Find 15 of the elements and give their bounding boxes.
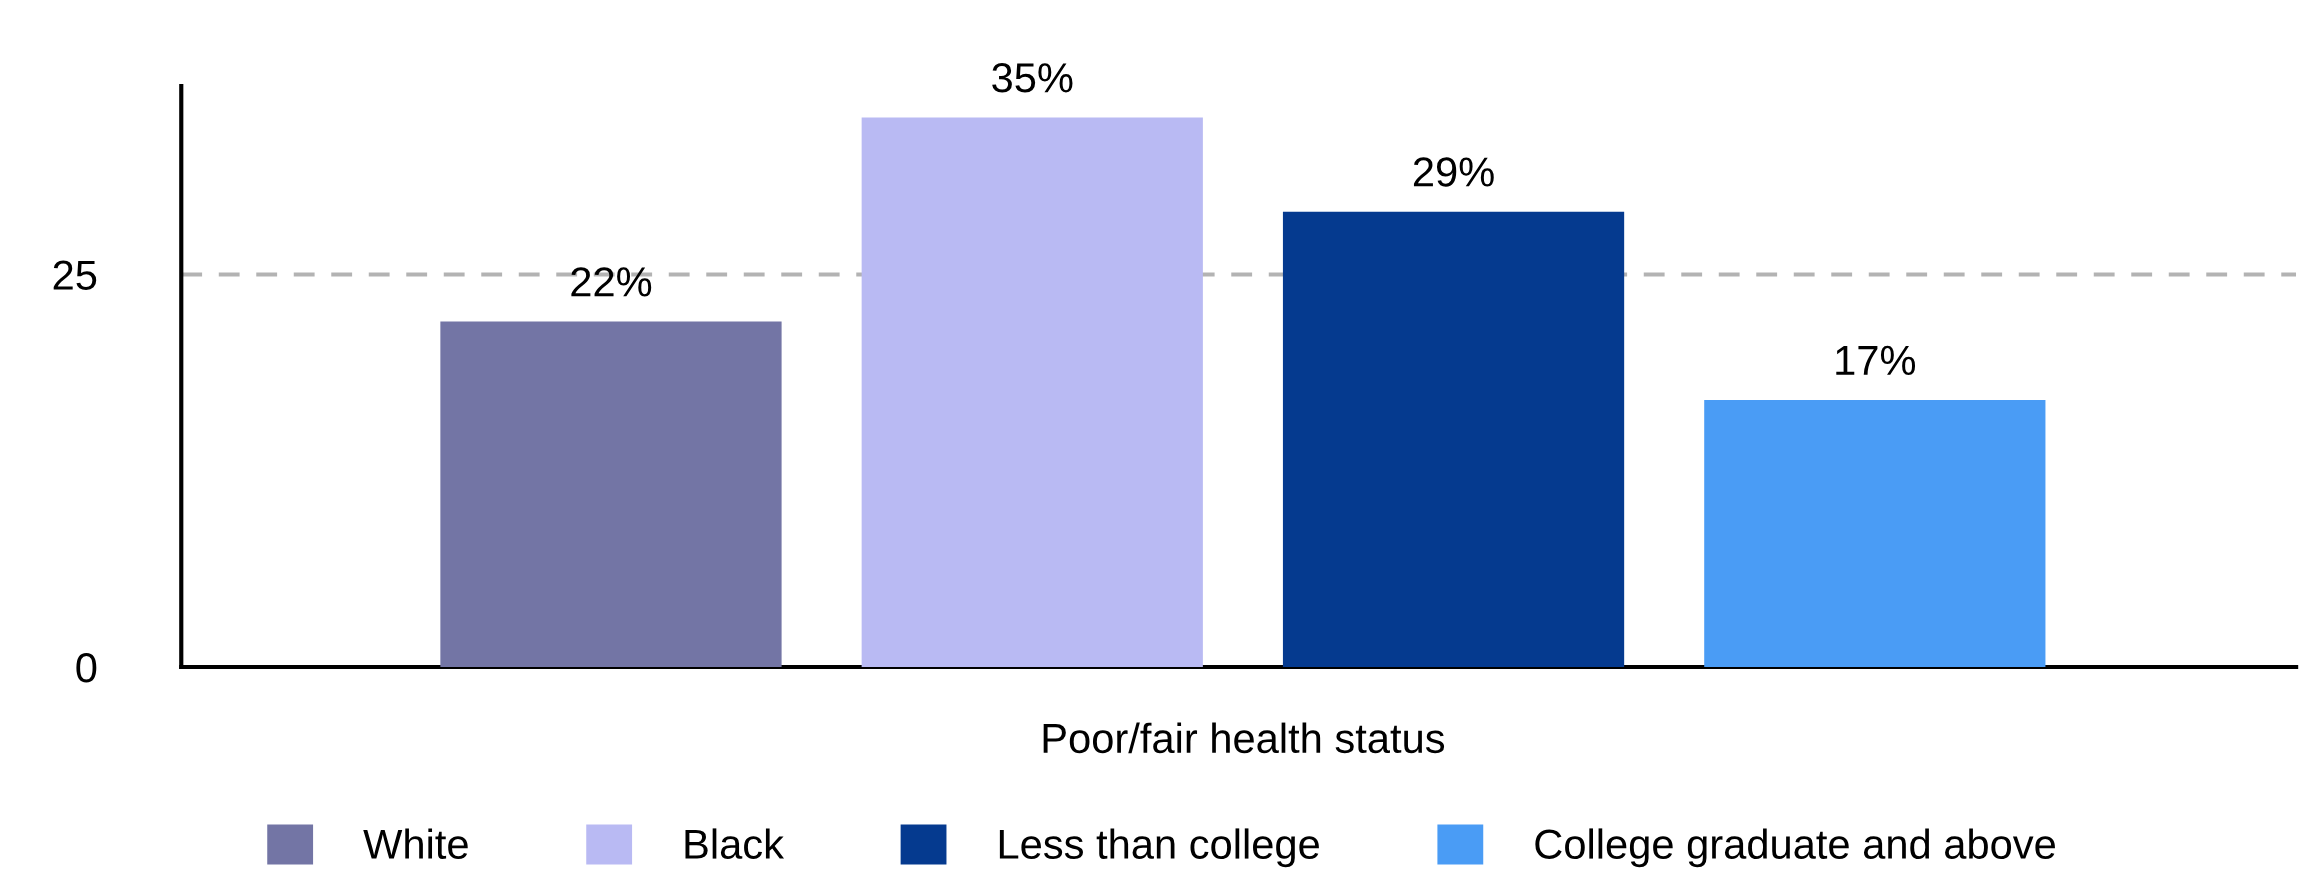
y-tick-label: 25 [53, 260, 97, 290]
y-tick-label: 0 [76, 653, 97, 683]
data-label: 22% [571, 267, 652, 297]
data-label: 17% [1836, 345, 1916, 376]
data-label: 35% [992, 63, 1073, 93]
bar [440, 321, 782, 668]
bar [1704, 400, 2046, 668]
legend-label: Less than college [999, 828, 1319, 868]
bar [861, 117, 1203, 668]
x-tick-label: Poor/fair health status [1043, 722, 1445, 754]
legend-label: White [363, 828, 468, 859]
legend-label: College graduate and above [1535, 828, 2055, 868]
legend-label: Black [685, 828, 785, 859]
data-label: 29% [1413, 157, 1494, 187]
bar [1282, 211, 1625, 668]
